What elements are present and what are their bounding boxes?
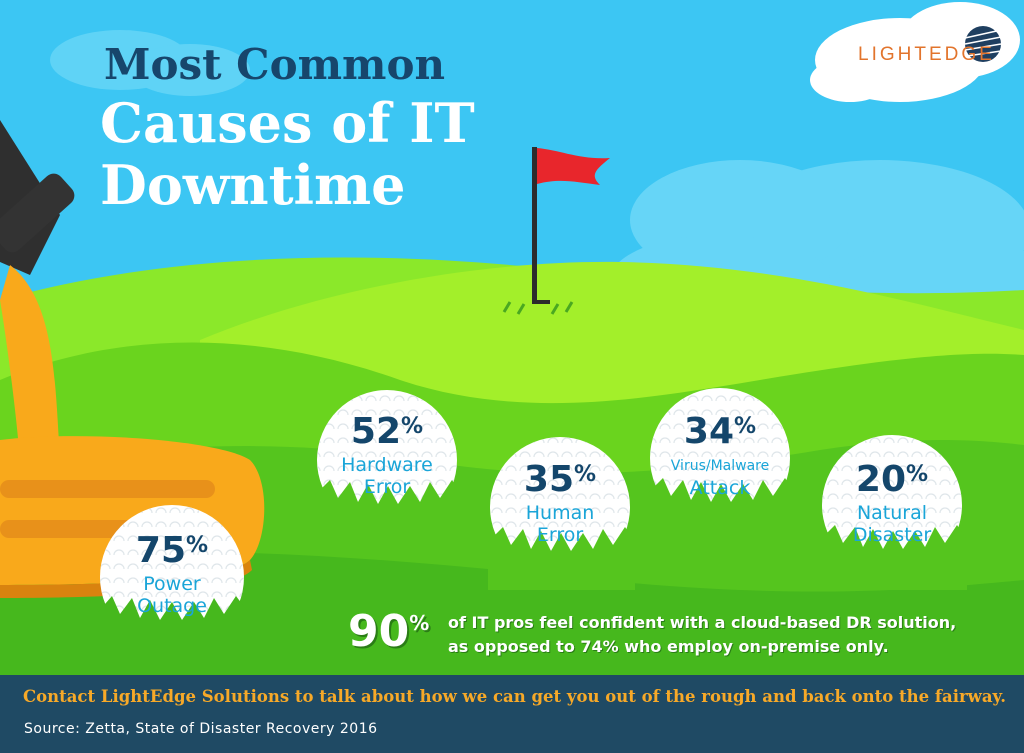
cause-label-line2: Outage: [137, 595, 207, 617]
source-note: Source: Zetta, State of Disaster Recover…: [24, 721, 378, 737]
stat-suffix: %: [409, 611, 430, 635]
flag: [502, 147, 610, 315]
cause-label-line2: Disaster: [852, 524, 932, 546]
cause-natural-disaster: 20% Natural Disaster: [830, 459, 954, 547]
cause-label-line2: Error: [363, 476, 411, 498]
cause-percent: 34: [683, 411, 735, 452]
stat-line-2: as opposed to 74% who employ on-premise …: [448, 637, 889, 656]
cause-human-error: 35% Human Error: [498, 459, 622, 547]
cause-label-line2: Error: [536, 524, 584, 546]
golf-course-illustration: [0, 0, 1024, 675]
cloud-left: [50, 30, 250, 96]
cause-percent: 75: [135, 530, 187, 571]
golf-ball-virus-malware: [648, 388, 795, 540]
hill-foreground: [0, 551, 1024, 675]
cause-percent: 52: [350, 411, 402, 452]
cause-hardware-error: 52% Hardware Error: [322, 411, 452, 499]
stat-description: of IT pros feel confident with a cloud-b…: [448, 611, 956, 659]
title-line-1: Most Common: [104, 40, 446, 89]
golf-ball-hardware-error: [315, 390, 462, 540]
golf-ball-natural-disaster: [820, 435, 967, 590]
stat-percent: 90%: [348, 606, 429, 657]
title-line-2: Causes of IT Downtime: [100, 91, 475, 217]
cause-label-line1: Power: [143, 573, 201, 595]
lightedge-logo[interactable]: LIGHTEDGE: [858, 44, 995, 65]
cause-percent-sign: %: [401, 414, 424, 439]
golf-ball-power-outage: [98, 505, 248, 660]
cause-label-line1: Virus/Malware: [670, 458, 770, 474]
cause-virus-malware-attack: 34% Virus/Malware Attack: [654, 414, 786, 500]
cause-power-outage: 75% Power Outage: [112, 530, 232, 618]
cause-percent-sign: %: [906, 462, 929, 487]
footer-bar: Contact LightEdge Solutions to talk abou…: [0, 675, 1024, 753]
cause-label-line1: Natural: [856, 502, 928, 524]
globe-lines-icon: [964, 26, 1002, 62]
cause-percent-sign: %: [734, 414, 757, 439]
stat-line-1: of IT pros feel confident with a cloud-b…: [448, 613, 957, 632]
cause-percent-sign: %: [574, 462, 597, 487]
cause-label-line2: Attack: [689, 477, 751, 499]
cause-label-line1: Hardware: [341, 454, 433, 476]
cause-percent: 20: [855, 459, 907, 500]
cause-label-line1: Human: [525, 502, 595, 524]
contact-cta[interactable]: Contact LightEdge Solutions to talk abou…: [22, 687, 1006, 706]
cause-percent-sign: %: [186, 533, 209, 558]
golf-ball-human-error: [488, 437, 635, 590]
stat-value: 90: [348, 606, 410, 657]
cause-percent: 35: [523, 459, 575, 500]
